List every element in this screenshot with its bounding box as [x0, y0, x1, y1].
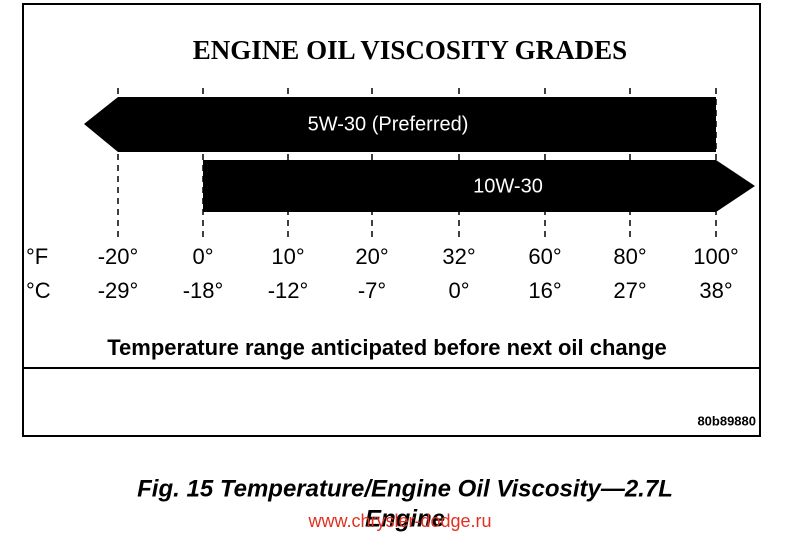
celsius-label: -12°	[268, 278, 309, 303]
unit-label: °F	[26, 244, 48, 269]
grade-arrow	[203, 160, 755, 212]
fahrenheit-label: 32°	[442, 244, 475, 269]
fahrenheit-label: -20°	[98, 244, 139, 269]
title: ENGINE OIL VISCOSITY GRADES	[193, 35, 627, 65]
range-caption: Temperature range anticipated before nex…	[107, 335, 667, 360]
figure-caption: Fig. 15 Temperature/Engine Oil Viscosity…	[137, 475, 673, 502]
frame	[22, 3, 761, 437]
watermark: www.chrysler-dodge.ru	[307, 511, 491, 531]
grade-label: 5W-30 (Preferred)	[308, 113, 469, 135]
fahrenheit-label: 80°	[613, 244, 646, 269]
fahrenheit-label: 0°	[192, 244, 213, 269]
celsius-label: 27°	[613, 278, 646, 303]
fahrenheit-label: 20°	[355, 244, 388, 269]
celsius-label: 38°	[699, 278, 732, 303]
fahrenheit-label: 100°	[693, 244, 739, 269]
fahrenheit-label: 60°	[528, 244, 561, 269]
celsius-label: -18°	[183, 278, 224, 303]
grade-arrow	[84, 97, 716, 152]
code: 80b89880	[697, 413, 756, 428]
celsius-label: 16°	[528, 278, 561, 303]
celsius-label: -7°	[358, 278, 386, 303]
unit-label: °C	[26, 278, 51, 303]
figure-caption: Engine	[365, 505, 445, 532]
celsius-label: -29°	[98, 278, 139, 303]
fahrenheit-label: 10°	[271, 244, 304, 269]
celsius-label: 0°	[448, 278, 469, 303]
grade-label: 10W-30	[473, 175, 543, 197]
